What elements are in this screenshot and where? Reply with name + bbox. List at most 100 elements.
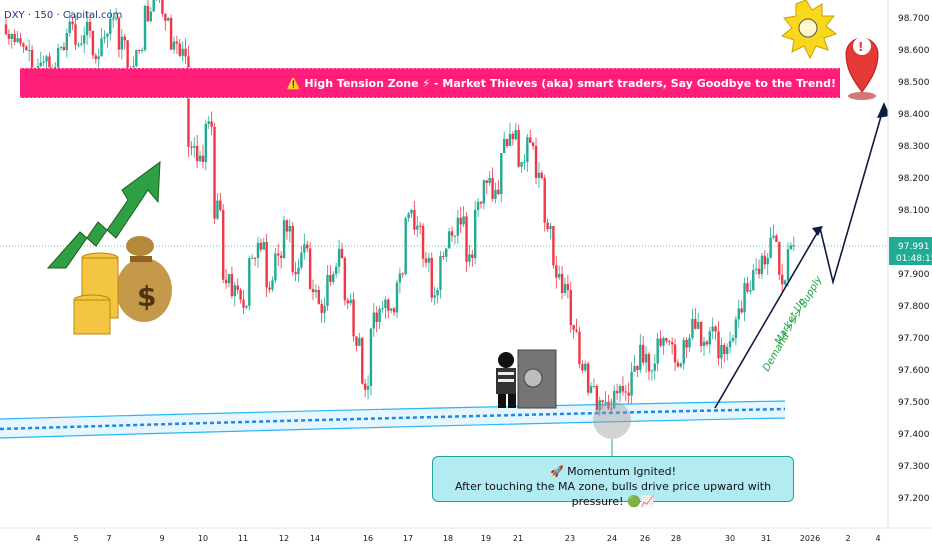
candle-body bbox=[106, 34, 109, 37]
y-tick-label: 97.800 bbox=[898, 302, 930, 312]
x-tick-label: 28 bbox=[671, 534, 681, 543]
candle-body bbox=[169, 18, 173, 50]
candle-body bbox=[111, 18, 115, 20]
candle-body bbox=[488, 178, 491, 184]
candle-body bbox=[627, 392, 630, 396]
candle-body bbox=[265, 242, 268, 288]
candle-body bbox=[320, 303, 323, 313]
candle-body bbox=[662, 338, 665, 346]
candle-body bbox=[485, 180, 488, 184]
y-tick-label: 98.700 bbox=[898, 14, 930, 24]
candle-body bbox=[94, 55, 97, 60]
candle-body bbox=[204, 123, 208, 162]
candle-body bbox=[529, 137, 532, 143]
candle-body bbox=[45, 56, 48, 62]
candle-body bbox=[711, 326, 714, 332]
candle-body bbox=[613, 390, 616, 409]
candle-body bbox=[531, 142, 535, 146]
candle-body bbox=[523, 162, 526, 163]
y-tick-label: 97.600 bbox=[898, 366, 930, 376]
x-tick-label: 12 bbox=[279, 534, 289, 543]
candle-body bbox=[752, 270, 755, 290]
candle-body bbox=[708, 331, 711, 345]
candle-body bbox=[39, 62, 42, 66]
y-tick-label: 97.500 bbox=[898, 398, 930, 408]
candle-body bbox=[427, 258, 431, 263]
candle-body bbox=[731, 338, 735, 342]
money-bag-illustration: $ bbox=[46, 160, 172, 335]
current-price-value: 97.991 bbox=[898, 242, 930, 252]
candle-body bbox=[250, 257, 254, 259]
candle-body bbox=[181, 48, 184, 56]
candle-body bbox=[702, 341, 706, 346]
callout-title: 🚀 Momentum Ignited! bbox=[549, 465, 677, 478]
candle-body bbox=[97, 56, 100, 60]
candle-body bbox=[314, 290, 318, 293]
candle-body bbox=[549, 226, 552, 230]
candle-body bbox=[332, 274, 335, 282]
candle-body bbox=[16, 38, 19, 42]
candle-body bbox=[152, 0, 155, 12]
candle-body bbox=[754, 268, 758, 271]
candle-body bbox=[760, 255, 764, 274]
candle-body bbox=[430, 258, 433, 298]
candle-body bbox=[85, 21, 89, 36]
candle-body bbox=[468, 254, 471, 262]
explosion-icon bbox=[780, 0, 838, 60]
candle-body bbox=[447, 231, 451, 249]
candle-body bbox=[337, 248, 341, 267]
candle-body bbox=[491, 178, 494, 199]
candle-body bbox=[479, 201, 483, 204]
candle-body bbox=[117, 18, 121, 50]
candle-body bbox=[401, 273, 404, 275]
candle-body bbox=[647, 354, 651, 372]
candle-body bbox=[581, 364, 584, 371]
candle-body bbox=[737, 308, 740, 320]
candle-body bbox=[676, 362, 680, 367]
candle-body bbox=[59, 47, 63, 49]
current-price-tag bbox=[889, 237, 932, 265]
candle-body bbox=[424, 258, 428, 263]
candle-body bbox=[728, 341, 732, 348]
x-tick-label: 5 bbox=[73, 534, 78, 543]
candle-body bbox=[459, 217, 462, 225]
candle-body bbox=[743, 283, 746, 313]
candle-body bbox=[413, 210, 416, 230]
candle-body bbox=[482, 180, 486, 204]
x-axis-ticks: 4 5 7 9 10 11 12 14 16 17 18 19 21 23 24 26 28 30 31 2026 2 4 bbox=[35, 534, 880, 543]
candle-body bbox=[230, 274, 234, 297]
candle-body bbox=[723, 345, 726, 354]
candle-body bbox=[274, 253, 277, 281]
candle-body bbox=[746, 283, 749, 292]
candle-body bbox=[30, 50, 34, 74]
svg-text:$: $ bbox=[137, 280, 156, 313]
candle-body bbox=[699, 322, 703, 346]
candle-body bbox=[694, 318, 697, 329]
candle-body bbox=[653, 363, 656, 371]
alert-pin-icon: ! bbox=[845, 37, 879, 100]
candle-body bbox=[505, 138, 509, 146]
candle-body bbox=[253, 257, 257, 259]
candle-body bbox=[213, 126, 216, 219]
candle-body bbox=[19, 38, 22, 44]
candle-body bbox=[659, 338, 662, 346]
candle-body bbox=[546, 222, 549, 230]
candle-body bbox=[346, 300, 349, 304]
candle-body bbox=[462, 216, 465, 225]
candle-body bbox=[349, 299, 352, 304]
candle-body bbox=[103, 36, 106, 39]
candle-body bbox=[517, 130, 520, 167]
candle-body bbox=[786, 249, 790, 281]
x-tick-label: 2026 bbox=[800, 534, 820, 543]
candle-body bbox=[352, 299, 355, 337]
candle-body bbox=[22, 43, 25, 47]
candle-body bbox=[366, 386, 370, 390]
callout-text: After touching the MA zone, bulls drive … bbox=[454, 480, 772, 508]
candle-body bbox=[584, 363, 587, 371]
y-tick-label: 97.400 bbox=[898, 430, 930, 440]
candle-body bbox=[187, 56, 190, 147]
candle-body bbox=[665, 338, 668, 342]
candle-body bbox=[534, 146, 538, 178]
